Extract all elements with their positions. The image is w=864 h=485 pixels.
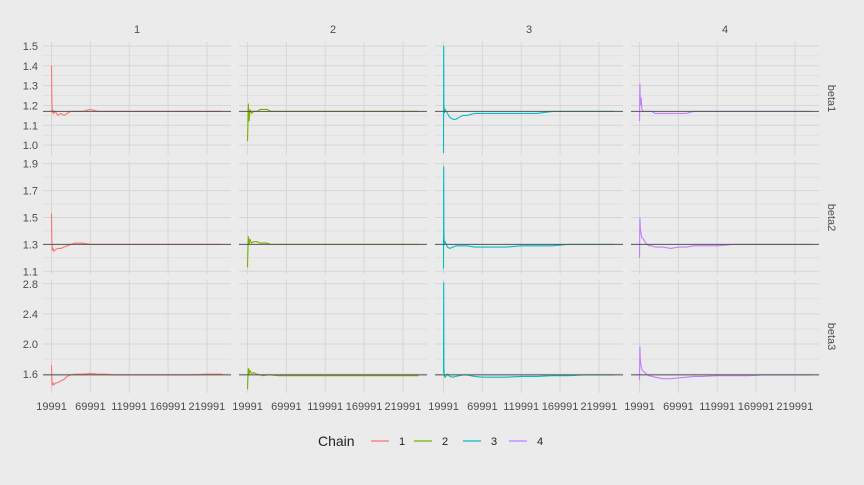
y-tick-label: 1.3 [23, 239, 38, 251]
y-tick-label: 1.9 [23, 159, 38, 171]
facet-row-label-beta3: beta3 [825, 323, 837, 351]
x-tick-label: 69991 [75, 401, 106, 413]
y-tick-label: 1.1 [23, 266, 38, 278]
facet-column-label-2: 2 [330, 24, 336, 36]
series-line-beta1-chain-1 [50, 65, 223, 117]
y-tick-label: 2.8 [23, 279, 38, 291]
x-tick-label: 119991 [699, 401, 735, 413]
legend-label-chain-2: 2 [442, 436, 448, 448]
legend-label-chain-3: 3 [491, 436, 497, 448]
series-line-beta2-chain-3 [442, 166, 615, 269]
facet-row-label-beta1: beta1 [825, 85, 837, 113]
x-tick-label: 169991 [346, 401, 383, 413]
series-line-beta1-chain-2 [246, 103, 419, 142]
x-tick-label: 19991 [624, 401, 655, 413]
y-tick-label: 1.5 [23, 41, 38, 53]
x-tick-label: 19991 [428, 401, 459, 413]
x-tick-label: 169991 [738, 401, 775, 413]
y-tick-label: 1.7 [23, 186, 38, 198]
series-line-beta3-chain-3 [442, 282, 615, 379]
series-line-beta2-chain-2 [246, 236, 419, 268]
x-tick-label: 169991 [150, 401, 187, 413]
series-line-beta1-chain-3 [442, 45, 615, 154]
x-tick-label: 219991 [189, 401, 226, 413]
y-tick-label: 1.2 [23, 100, 38, 112]
x-tick-label: 69991 [467, 401, 498, 413]
x-tick-label: 19991 [36, 401, 67, 413]
facet-row-label-beta2: beta2 [825, 204, 837, 232]
x-tick-label: 219991 [385, 401, 422, 413]
series-line-beta2-chain-4 [638, 217, 811, 258]
x-tick-label: 219991 [581, 401, 618, 413]
x-tick-label: 119991 [111, 401, 147, 413]
y-tick-label: 1.3 [23, 81, 38, 93]
legend-title: Chain [318, 433, 355, 449]
y-tick-label: 2.0 [23, 339, 38, 351]
legend-label-chain-4: 4 [537, 436, 543, 448]
y-tick-label: 1.5 [23, 213, 38, 225]
series-line-beta2-chain-1 [50, 213, 223, 253]
y-tick-label: 1.1 [23, 120, 38, 132]
legend-label-chain-1: 1 [399, 436, 405, 448]
facet-column-label-4: 4 [722, 24, 728, 36]
series-line-beta3-chain-2 [246, 368, 419, 390]
facet-column-label-1: 1 [134, 24, 140, 36]
x-tick-label: 119991 [503, 401, 539, 413]
x-tick-label: 219991 [777, 401, 814, 413]
y-tick-label: 1.4 [23, 61, 38, 73]
x-tick-label: 119991 [307, 401, 343, 413]
facet-column-label-3: 3 [526, 24, 532, 36]
x-tick-label: 19991 [232, 401, 263, 413]
series-line-beta3-chain-4 [638, 346, 811, 381]
y-tick-label: 2.4 [23, 309, 38, 321]
x-tick-label: 169991 [542, 401, 579, 413]
series-line-beta1-chain-4 [638, 83, 811, 122]
x-tick-label: 69991 [663, 401, 694, 413]
x-tick-label: 69991 [271, 401, 302, 413]
y-tick-label: 1.6 [23, 369, 38, 381]
y-tick-label: 1.0 [23, 140, 38, 152]
